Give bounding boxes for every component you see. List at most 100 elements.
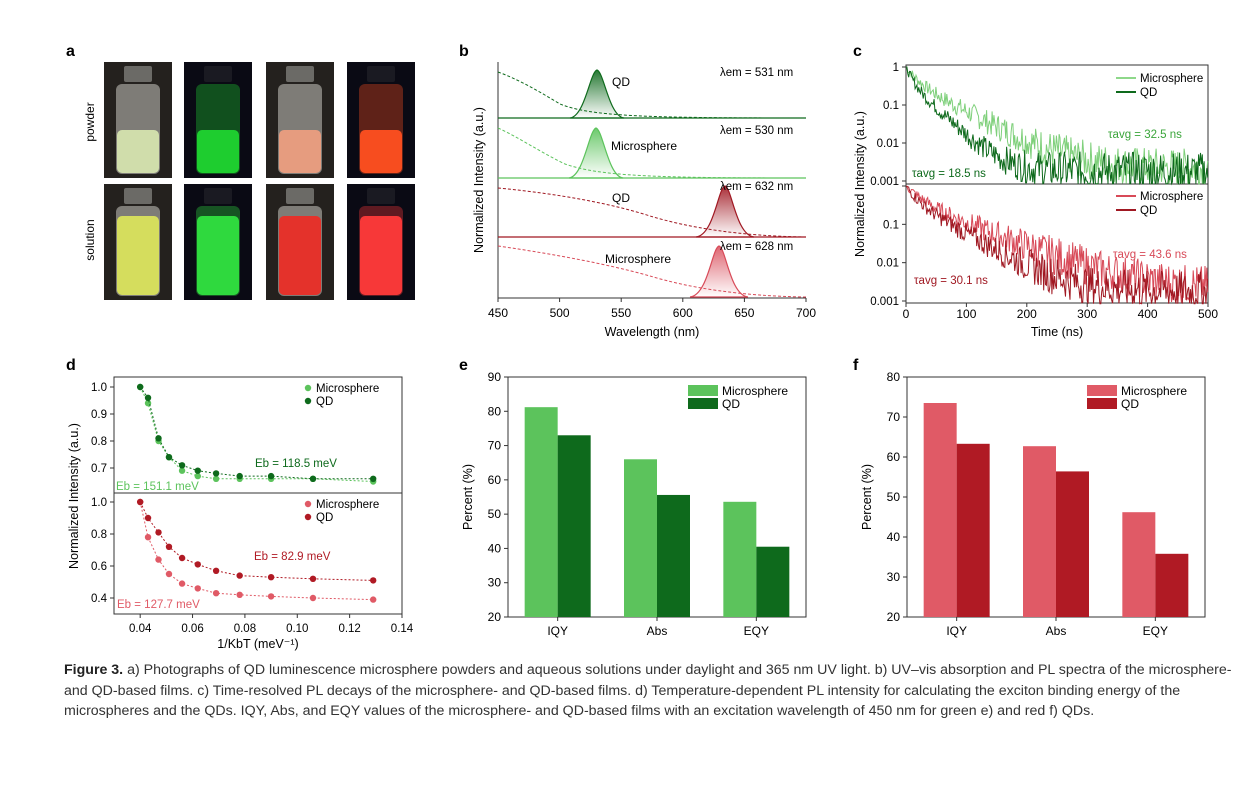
b-x-tick-label: 700 [796,306,816,320]
d-y-tick-label: 0.8 [91,436,107,448]
d-eb-ms-red: Eb = 127.7 meV [117,599,200,611]
row-label-powder: powder [83,102,97,141]
caption-label: Figure 3. [64,662,124,678]
c-y-tick-label: 0.001 [870,176,899,188]
e-y-tick-label: 90 [488,370,502,384]
c-x-tick-label: 100 [956,307,976,321]
d-legend-dot-ms-top [304,384,312,392]
d-legend-ms-top: Microsphere [316,383,379,395]
e-bar-qd-eqy [756,546,790,617]
b-label-qd-red: QD [612,191,630,205]
b-x-tick-label: 500 [550,306,570,320]
d-fit-series-0 [139,386,374,482]
e-x-tick-label: Abs [647,624,668,638]
c-x-tick-label: 200 [1017,307,1037,321]
c-y-label: Normalized Intensity (a.u.) [853,111,867,257]
vial-cap [367,66,395,82]
d-point-series-2 [155,556,162,563]
c-y-tick-label: 0.01 [877,258,899,270]
d-x-tick-label: 0.04 [129,623,152,635]
c-decay-series-3 [905,185,1209,305]
c-y-tick-label: 1 [893,62,899,74]
d-legend-qd-top: QD [316,396,333,408]
d-fit-series-3 [139,501,374,581]
d-legend-qd-bottom: QD [316,512,333,524]
e-bar-qd-abs [657,494,690,617]
f-y-tick-label: 60 [887,450,901,464]
d-eb-qd-red: Eb = 82.9 meV [254,551,331,563]
f-bar-microsphere-eqy [1122,512,1156,617]
d-frame [113,376,403,615]
d-point-series-3 [370,577,377,584]
vial-photo-grid [104,62,415,300]
d-eb-ms-green: Eb = 151.1 meV [116,481,199,493]
f-legend-swatch-microsphere [1087,385,1117,396]
b-pl-qd-green [569,69,625,119]
f-x-tick-label: EQY [1143,624,1168,638]
c-y-tick-label: 0.01 [877,138,899,150]
d-legend-dot-qd-top [304,397,312,405]
d-legend-ms-bottom: Microsphere [316,499,379,511]
b-em-4: λem = 628 nm [720,241,793,253]
d-point-series-2 [165,570,173,578]
e-bar-microsphere-abs [624,459,657,617]
f-legend-qd: QD [1121,397,1139,411]
c-x-tick-label: 0 [903,307,910,321]
d-eb-qd-green: Eb = 118.5 meV [255,458,337,470]
bar-chart-e: IQY Abs EQY 20 30 40 50 60 70 80 90 Percent (%) Micr… [461,370,807,638]
vial-photo-r0-c0 [104,62,172,178]
caption-text: a) Photographs of QD luminescence micros… [64,662,1232,719]
f-y-tick-label: 20 [887,610,901,624]
d-point-series-1 [136,383,144,391]
vial-cap [124,188,152,204]
b-em-2: λem = 530 nm [720,125,793,137]
vial-cap [367,188,395,204]
b-abs-ms-red [497,245,807,298]
d-point-series-2 [144,534,152,541]
e-x-tick-label: IQY [547,624,568,638]
d-x-tick-label: 0.06 [181,623,203,635]
f-y-tick-label: 80 [887,370,901,384]
c-y-tick-label: 0.1 [883,219,899,231]
d-point-series-2 [194,585,201,592]
d-y-tick-label: 1.0 [91,497,107,509]
vial-contents [197,130,239,173]
c-x-tick-label: 300 [1077,307,1097,321]
decay-panel: 0 100 200 300 400 500 1 0.1 0.01 0.001 0.1 0.01 0.00… [853,62,1218,339]
e-y-label: Percent (%) [461,464,475,530]
c-x-label: Time (ns) [1031,325,1083,339]
d-point-series-3 [155,529,162,536]
vial-cap [124,66,152,82]
d-point-series-3 [136,498,144,506]
d-point-series-0 [178,467,186,474]
d-point-series-2 [267,593,275,600]
panel-letter-b: b [459,43,469,60]
vial-photo-r1-c3 [347,184,415,300]
f-legend-swatch-qd [1087,398,1117,409]
b-x-label: Wavelength (nm) [605,325,700,339]
vial-contents [197,216,239,295]
d-y-tick-label: 0.8 [91,529,107,541]
d-point-series-3 [194,561,201,568]
c-tau-qd-red: τavg = 30.1 ns [914,275,988,287]
b-abs-qd-red [497,187,807,238]
b-x-tick-label: 550 [611,306,631,320]
d-point-series-3 [178,554,186,562]
c-tau-ms-green: τavg = 32.5 ns [1108,129,1182,141]
f-x-tick-label: IQY [946,624,967,638]
b-pl-ms-red [689,245,749,298]
b-y-label: Normalized Intensity (a.u.) [472,107,486,253]
vial-contents [279,130,321,173]
d-point-series-3 [267,574,275,581]
e-legend-microsphere: Microsphere [722,384,788,398]
vial-photo-r0-c1 [184,62,252,178]
c-legend-qd-top: QD [1140,87,1157,99]
c-y-tick-label: 0.1 [883,100,899,112]
vial-contents [117,130,159,173]
d-point-series-1 [267,472,275,480]
f-bar-qd-iqy [956,443,990,617]
e-legend-qd: QD [722,397,740,411]
panel-letter-e: e [459,357,468,374]
d-point-series-3 [212,567,220,574]
e-bar-microsphere-iqy [524,407,558,617]
